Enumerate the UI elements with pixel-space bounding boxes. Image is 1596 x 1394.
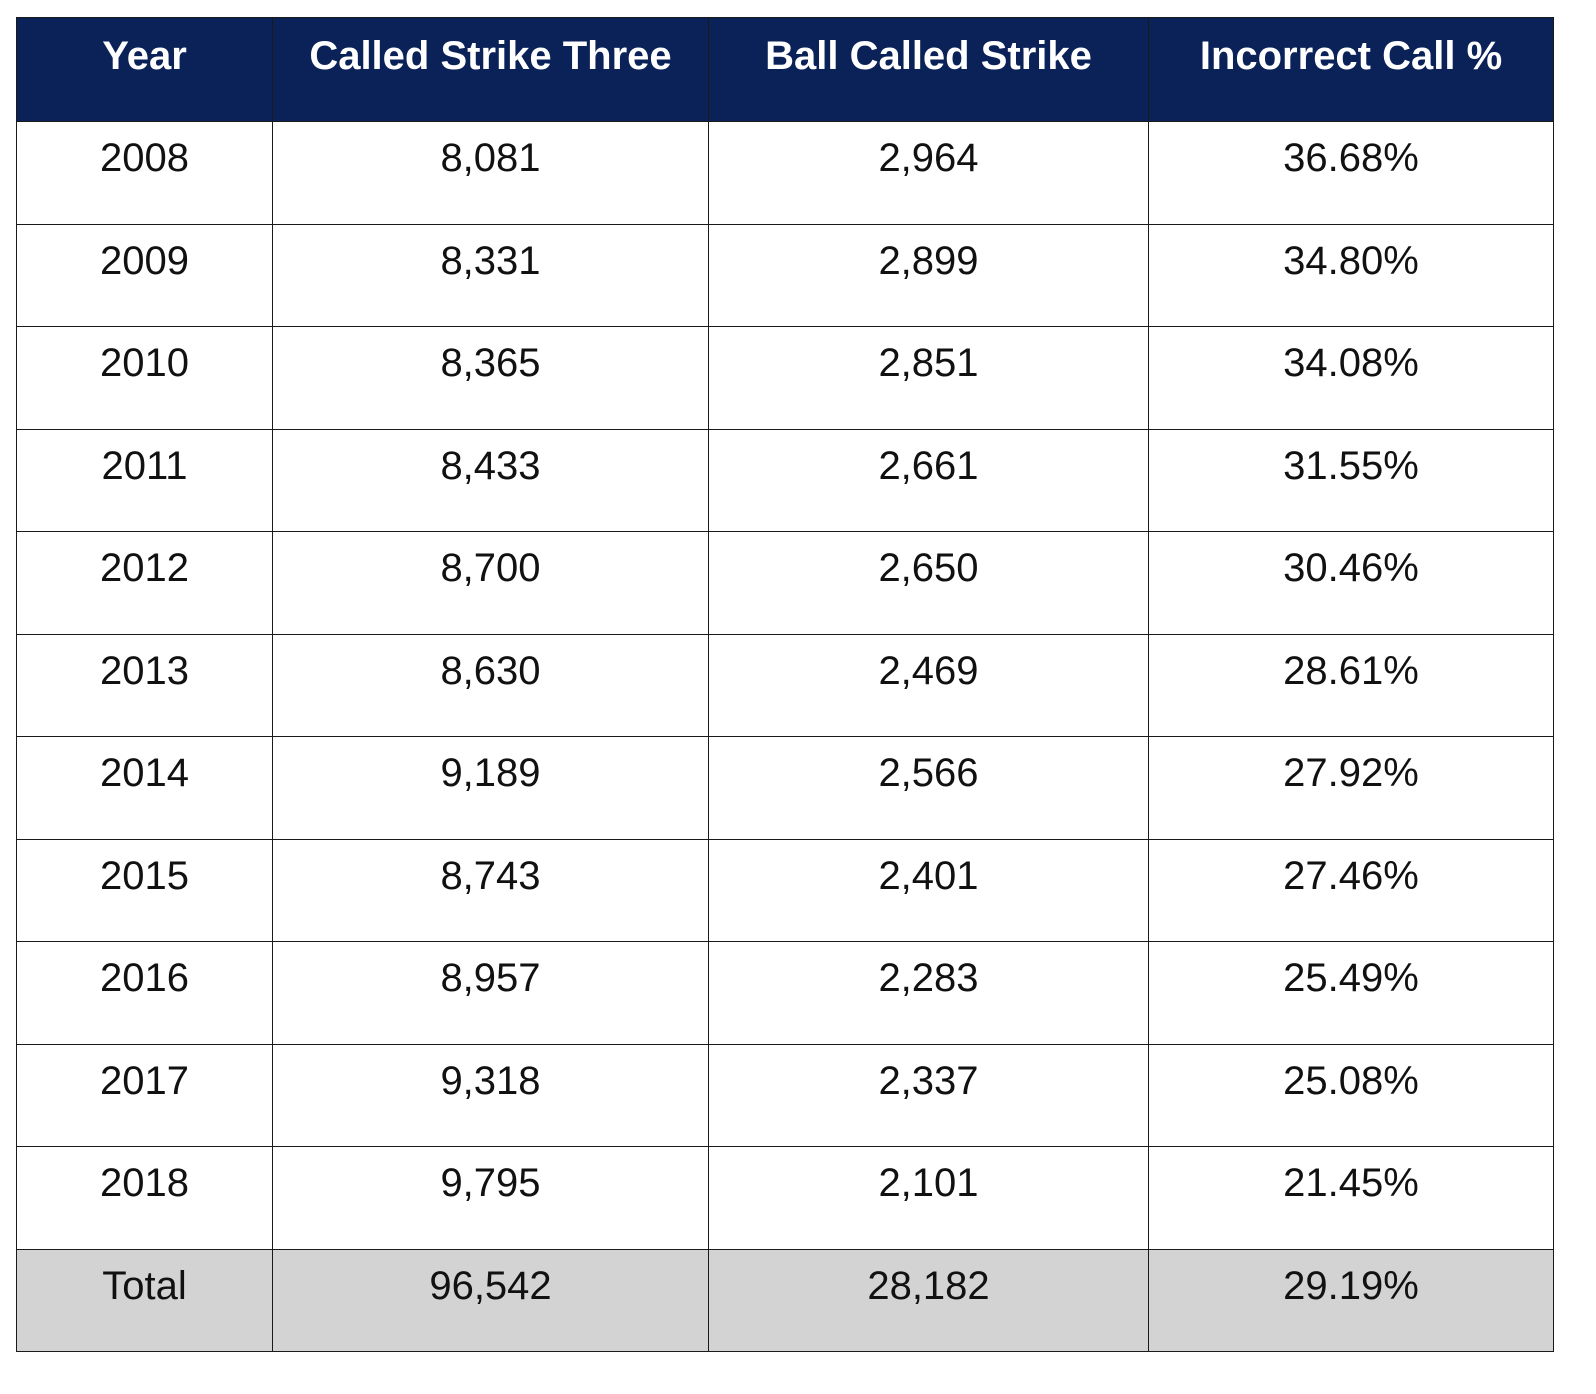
column-header-called-strike-three: Called Strike Three bbox=[272, 17, 709, 122]
table-row: 2008 8,081 2,964 36.68% bbox=[16, 121, 1554, 225]
incorrect-call-pct-cell: 25.49% bbox=[1148, 941, 1554, 1045]
incorrect-call-pct-cell: 36.68% bbox=[1148, 121, 1554, 225]
column-header-ball-called-strike: Ball Called Strike bbox=[708, 17, 1149, 122]
header-row: Year Called Strike Three Ball Called Str… bbox=[16, 17, 1554, 122]
incorrect-call-pct-cell: 34.08% bbox=[1148, 326, 1554, 430]
table-row: 2011 8,433 2,661 31.55% bbox=[16, 428, 1554, 532]
ball-called-strike-cell: 2,899 bbox=[708, 223, 1149, 327]
incorrect-call-pct-cell: 25.08% bbox=[1148, 1043, 1554, 1147]
called-strike-three-cell: 8,081 bbox=[272, 121, 709, 225]
table-row: 2016 8,957 2,283 25.49% bbox=[16, 941, 1554, 1045]
ball-called-strike-cell: 2,401 bbox=[708, 838, 1149, 942]
table-row: 2013 8,630 2,469 28.61% bbox=[16, 633, 1554, 737]
year-cell: 2013 bbox=[16, 633, 273, 737]
year-cell: 2018 bbox=[16, 1146, 273, 1250]
ball-called-strike-cell: 2,337 bbox=[708, 1043, 1149, 1147]
called-strike-three-cell: 8,700 bbox=[272, 531, 709, 635]
year-cell: 2010 bbox=[16, 326, 273, 430]
year-cell: 2009 bbox=[16, 223, 273, 327]
called-strike-three-cell: 8,957 bbox=[272, 941, 709, 1045]
incorrect-call-pct-cell: 30.46% bbox=[1148, 531, 1554, 635]
column-header-year: Year bbox=[16, 17, 273, 122]
year-cell: 2012 bbox=[16, 531, 273, 635]
table-row: 2018 9,795 2,101 21.45% bbox=[16, 1146, 1554, 1250]
called-strike-three-cell: 9,318 bbox=[272, 1043, 709, 1147]
incorrect-call-pct-cell: 27.92% bbox=[1148, 736, 1554, 840]
called-strike-three-cell: 8,433 bbox=[272, 428, 709, 532]
year-cell: 2017 bbox=[16, 1043, 273, 1147]
total-incorrect-call-pct-cell: 29.19% bbox=[1148, 1248, 1554, 1352]
total-called-strike-three-cell: 96,542 bbox=[272, 1248, 709, 1352]
called-strike-three-cell: 9,189 bbox=[272, 736, 709, 840]
ball-called-strike-cell: 2,851 bbox=[708, 326, 1149, 430]
called-strike-three-cell: 8,630 bbox=[272, 633, 709, 737]
table-row: 2010 8,365 2,851 34.08% bbox=[16, 326, 1554, 430]
incorrect-call-pct-cell: 21.45% bbox=[1148, 1146, 1554, 1250]
ball-called-strike-cell: 2,964 bbox=[708, 121, 1149, 225]
year-cell: 2015 bbox=[16, 838, 273, 942]
table-row: 2009 8,331 2,899 34.80% bbox=[16, 223, 1554, 327]
ball-called-strike-cell: 2,566 bbox=[708, 736, 1149, 840]
called-strike-three-cell: 8,743 bbox=[272, 838, 709, 942]
table-row: 2014 9,189 2,566 27.92% bbox=[16, 736, 1554, 840]
table-row: 2012 8,700 2,650 30.46% bbox=[16, 531, 1554, 635]
total-label-cell: Total bbox=[16, 1248, 273, 1352]
year-cell: 2016 bbox=[16, 941, 273, 1045]
incorrect-call-pct-cell: 31.55% bbox=[1148, 428, 1554, 532]
called-strike-three-cell: 8,331 bbox=[272, 223, 709, 327]
total-ball-called-strike-cell: 28,182 bbox=[708, 1248, 1149, 1352]
total-row: Total 96,542 28,182 29.19% bbox=[16, 1248, 1554, 1352]
incorrect-call-pct-cell: 34.80% bbox=[1148, 223, 1554, 327]
table-row: 2017 9,318 2,337 25.08% bbox=[16, 1043, 1554, 1147]
year-cell: 2008 bbox=[16, 121, 273, 225]
data-table: Year Called Strike Three Ball Called Str… bbox=[16, 17, 1554, 1352]
ball-called-strike-cell: 2,661 bbox=[708, 428, 1149, 532]
column-header-incorrect-call-pct: Incorrect Call % bbox=[1148, 17, 1554, 122]
incorrect-call-pct-cell: 28.61% bbox=[1148, 633, 1554, 737]
year-cell: 2014 bbox=[16, 736, 273, 840]
ball-called-strike-cell: 2,650 bbox=[708, 531, 1149, 635]
table-row: 2015 8,743 2,401 27.46% bbox=[16, 838, 1554, 942]
table-body: 2008 8,081 2,964 36.68% 2009 8,331 2,899… bbox=[16, 121, 1554, 1352]
called-strike-three-cell: 9,795 bbox=[272, 1146, 709, 1250]
year-cell: 2011 bbox=[16, 428, 273, 532]
ball-called-strike-cell: 2,101 bbox=[708, 1146, 1149, 1250]
incorrect-call-pct-cell: 27.46% bbox=[1148, 838, 1554, 942]
called-strike-three-cell: 8,365 bbox=[272, 326, 709, 430]
ball-called-strike-cell: 2,469 bbox=[708, 633, 1149, 737]
ball-called-strike-cell: 2,283 bbox=[708, 941, 1149, 1045]
